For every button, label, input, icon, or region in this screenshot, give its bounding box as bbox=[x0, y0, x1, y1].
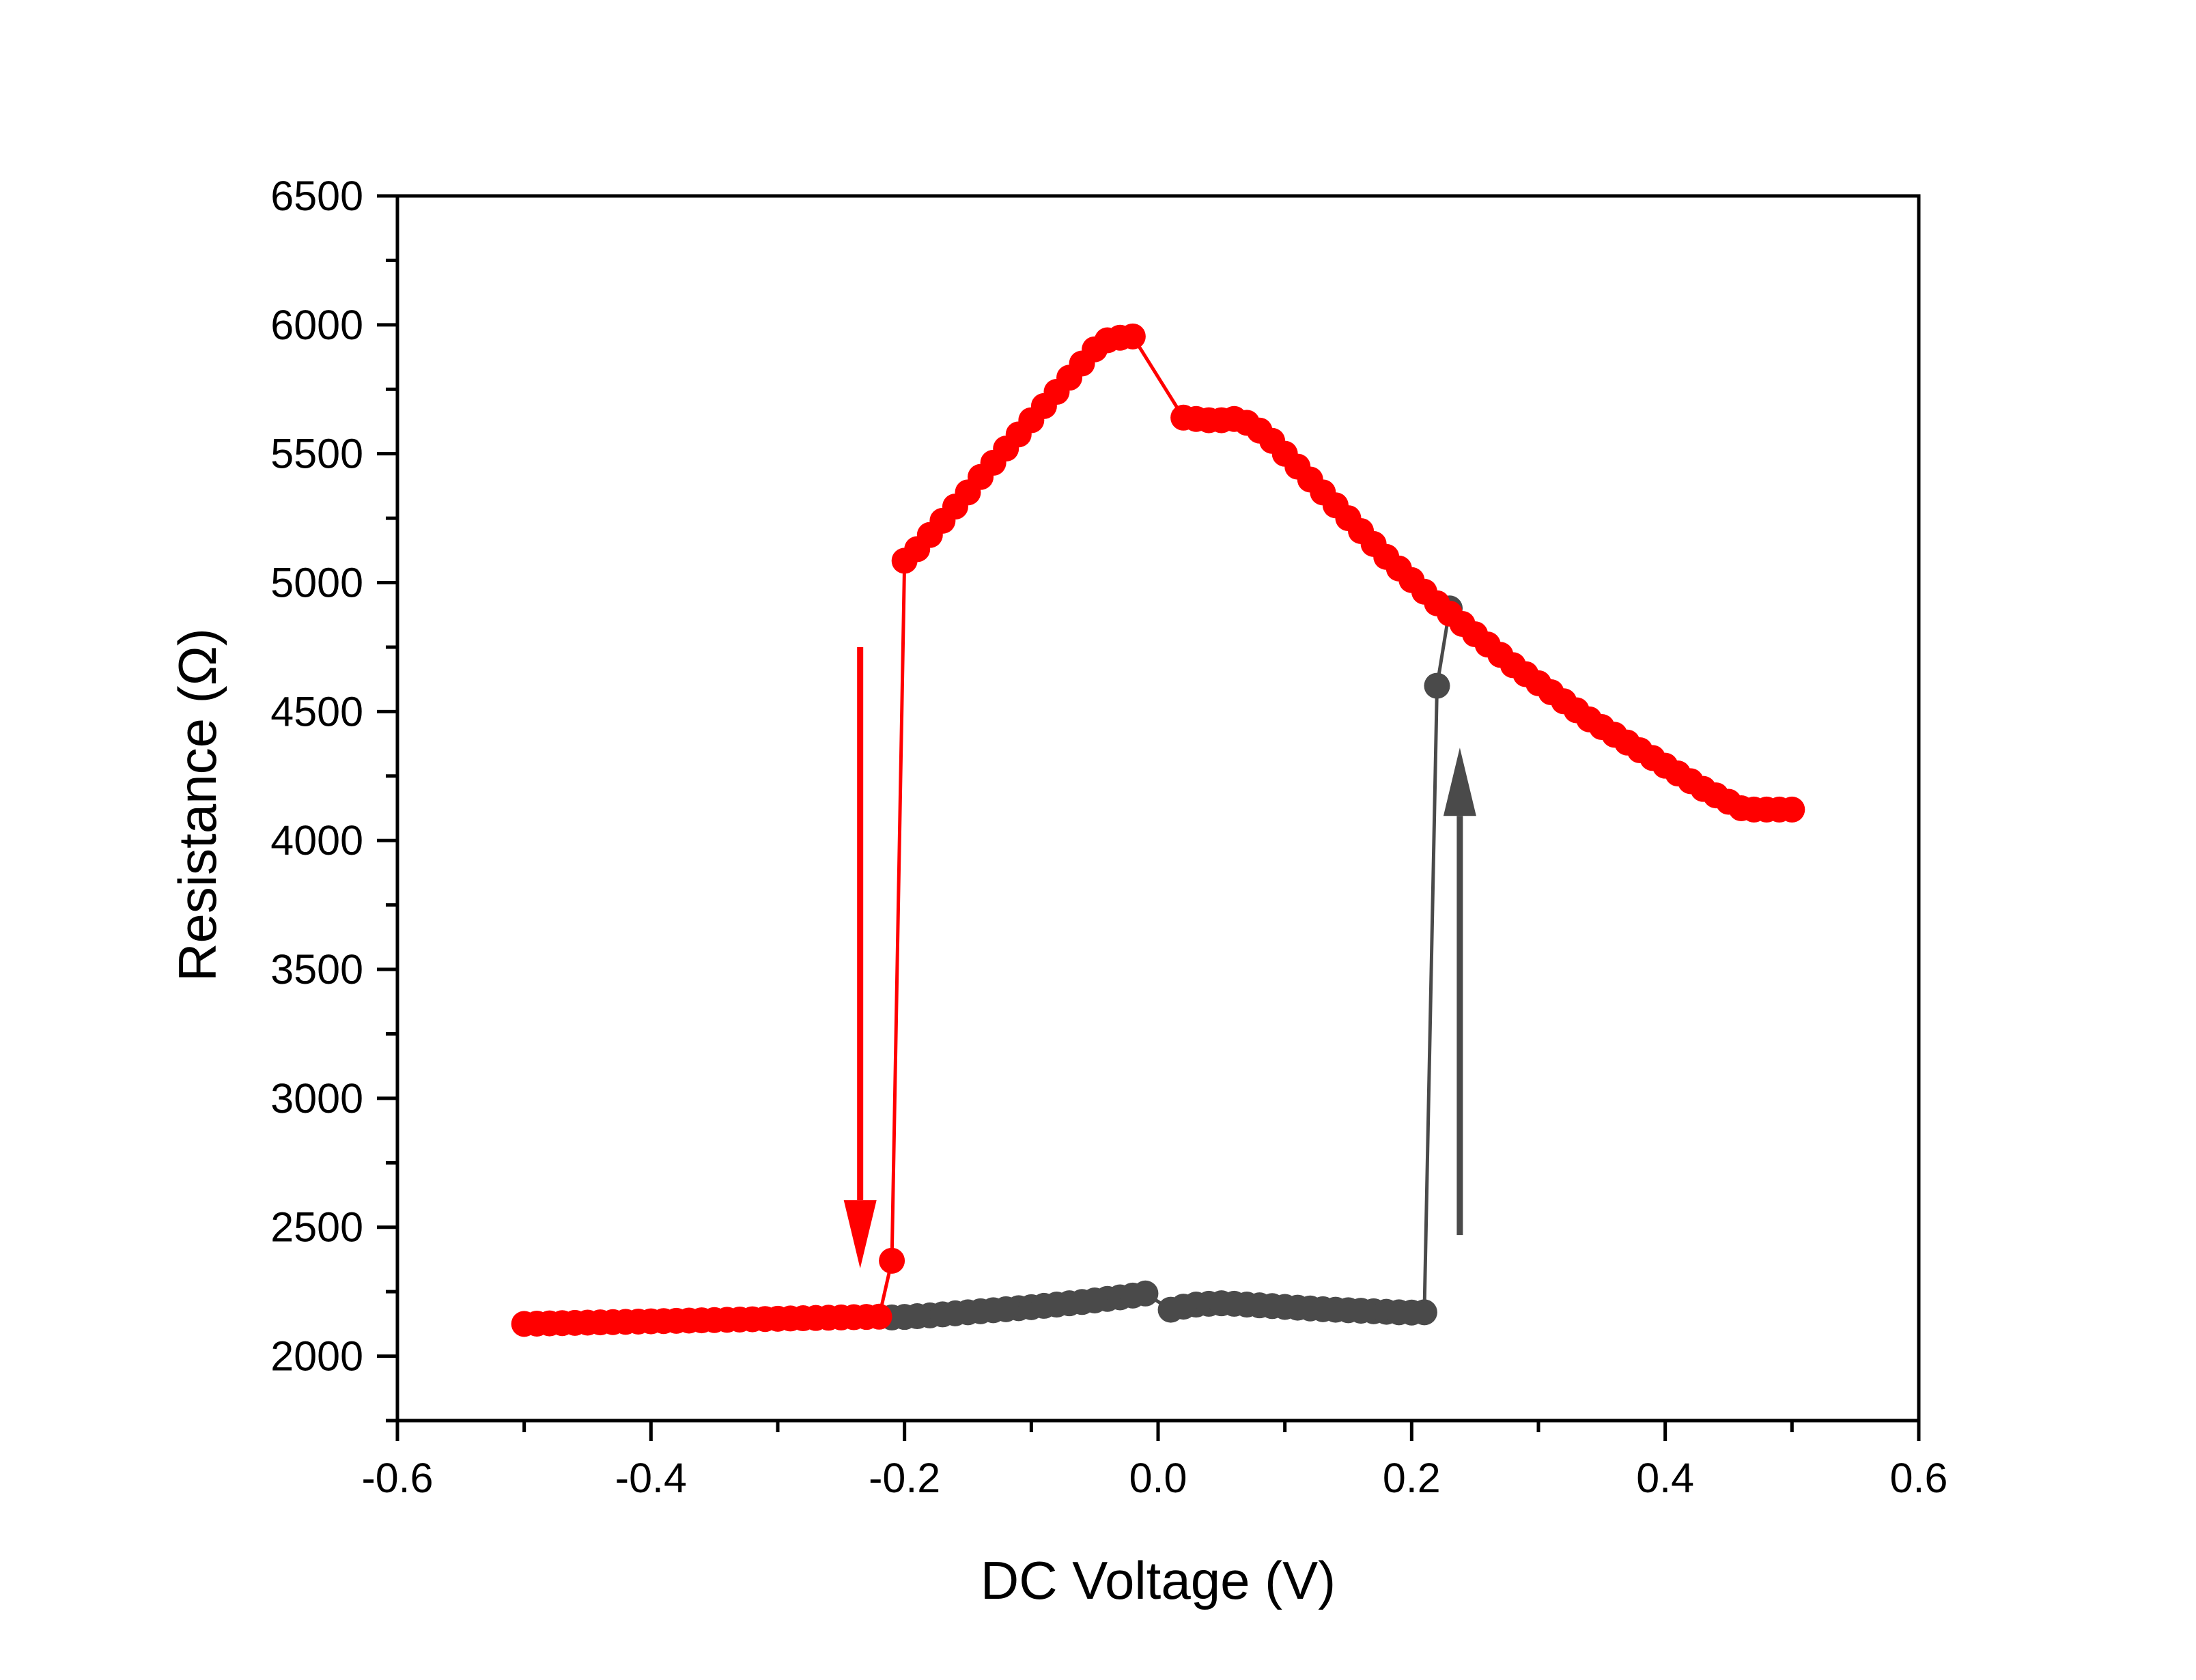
data-point bbox=[1424, 672, 1450, 699]
y-tick-label: 4500 bbox=[270, 688, 363, 735]
y-axis: 2000 2500 3000 3500 4000 4500 5000 5500 6000 6500 bbox=[270, 173, 397, 1423]
data-point bbox=[866, 1303, 892, 1330]
data-point bbox=[1132, 1280, 1159, 1307]
y-tick-label: 3500 bbox=[270, 946, 363, 993]
series-line-0 bbox=[892, 608, 1452, 1320]
x-tick-label: 0.4 bbox=[1636, 1455, 1694, 1501]
x-tick-label: 0.2 bbox=[1383, 1455, 1441, 1501]
arrow-head-down-icon bbox=[843, 1200, 877, 1269]
y-tick-label: 3000 bbox=[270, 1075, 363, 1122]
data-point bbox=[879, 1247, 905, 1274]
series-markers bbox=[511, 323, 1805, 1337]
x-axis-title: DC Voltage (V) bbox=[981, 1550, 1336, 1610]
x-tick-label: 0.6 bbox=[1890, 1455, 1948, 1501]
y-tick-label: 5500 bbox=[270, 431, 363, 477]
data-point bbox=[1119, 323, 1146, 350]
series-lines bbox=[524, 334, 1792, 1326]
x-axis: -0.6 -0.4 -0.2 0.0 0.2 0.4 0.6 bbox=[361, 1421, 1947, 1501]
data-point bbox=[1779, 796, 1805, 823]
y-tick-label: 6000 bbox=[270, 302, 363, 348]
x-tick-label: 0.0 bbox=[1129, 1455, 1187, 1501]
direction-arrows bbox=[843, 646, 1476, 1269]
y-tick-label: 2000 bbox=[270, 1333, 363, 1380]
data-point bbox=[1411, 1299, 1437, 1326]
y-tick-label: 5000 bbox=[270, 560, 363, 606]
y-tick-label: 4000 bbox=[270, 817, 363, 864]
series-line-1 bbox=[524, 334, 1792, 1326]
y-axis-title: Resistance (Ω) bbox=[167, 628, 227, 982]
arrow-head-up-icon bbox=[1443, 748, 1476, 816]
y-tick-label: 6500 bbox=[270, 173, 363, 219]
x-tick-label: -0.4 bbox=[615, 1455, 687, 1501]
y-tick-label: 2500 bbox=[270, 1204, 363, 1251]
x-tick-label: -0.2 bbox=[869, 1455, 940, 1501]
x-tick-label: -0.6 bbox=[361, 1455, 433, 1501]
